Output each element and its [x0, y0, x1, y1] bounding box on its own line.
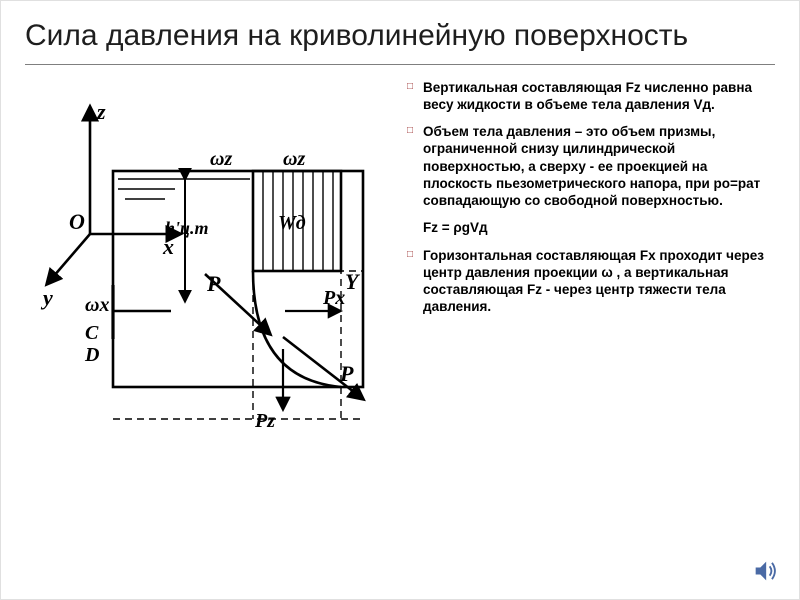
wx-label: ωx: [85, 294, 109, 316]
bullet-item: □ Объем тела давления – это объем призмы…: [407, 123, 775, 209]
bullet-marker: [407, 219, 423, 236]
axis-y-label: y: [40, 285, 53, 310]
bullet-item: □ Горизонтальная составляющая Fx проходи…: [407, 247, 775, 316]
sound-icon[interactable]: [751, 557, 779, 585]
bullet-text: Fz = ρgVд: [423, 219, 775, 236]
wd-label: Wд: [278, 212, 306, 234]
bullet-marker: □: [407, 247, 423, 316]
bullet-marker: □: [407, 123, 423, 209]
wz2-label: ωz: [210, 148, 232, 170]
d-label: D: [84, 344, 99, 366]
bullet-text: Вертикальная составляющая Fz численно ра…: [423, 79, 775, 114]
body-row: z x y O: [25, 79, 775, 449]
bullet-text: Объем тела давления – это объем призмы, …: [423, 123, 775, 209]
axis-o-label: O: [69, 209, 85, 234]
px-label: Px: [322, 287, 345, 309]
slide-title: Сила давления на криволинейную поверхнос…: [25, 19, 775, 65]
pz-label: Pz: [254, 410, 275, 432]
p2-label: P: [339, 361, 354, 386]
wz-label: ωz: [283, 148, 305, 170]
p-label: P: [206, 271, 221, 296]
bullet-list: □ Вертикальная составляющая Fz численно …: [407, 79, 775, 449]
bullet-text: Горизонтальная составляющая Fx проходит …: [423, 247, 775, 316]
y2-label: Y: [345, 269, 361, 294]
axis-z-label: z: [96, 99, 106, 124]
figure: z x y O: [25, 79, 395, 449]
bullet-marker: □: [407, 79, 423, 114]
c-label: C: [85, 322, 99, 344]
h-label: h'ц.т: [165, 218, 209, 238]
bullet-item: Fz = ρgVд: [407, 219, 775, 236]
bullet-item: □ Вертикальная составляющая Fz численно …: [407, 79, 775, 114]
